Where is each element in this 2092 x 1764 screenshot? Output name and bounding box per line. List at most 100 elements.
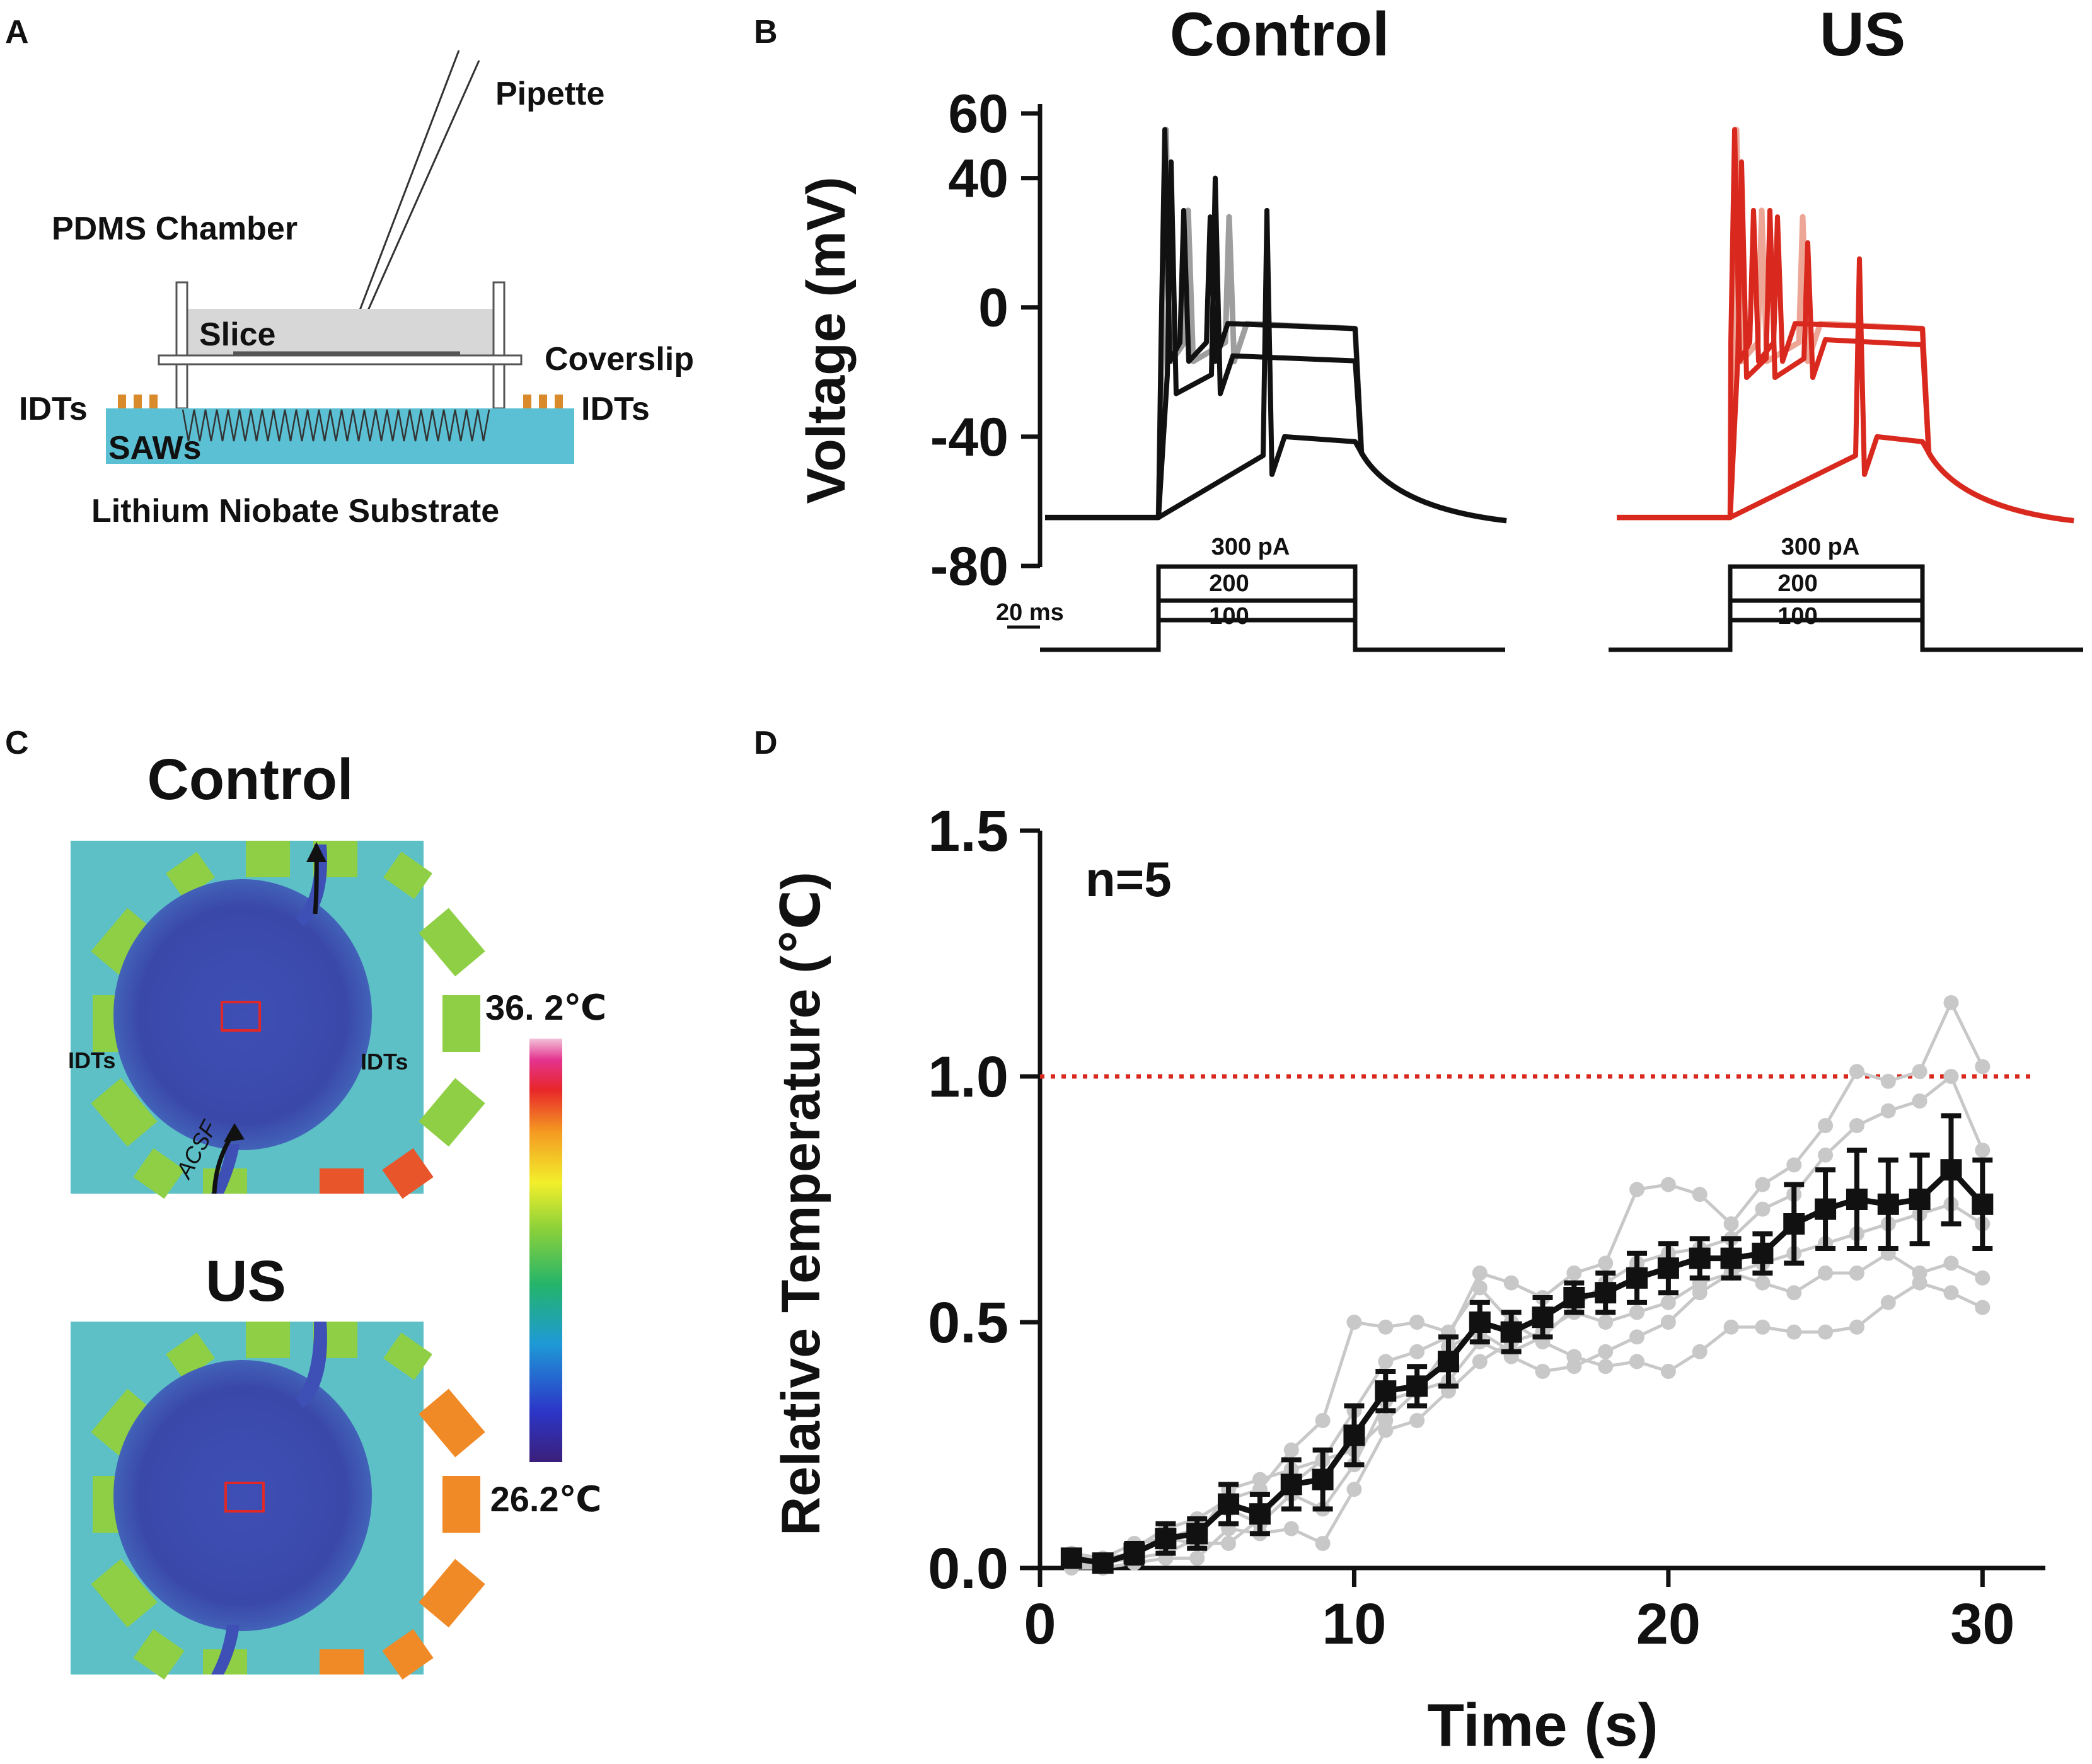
individual-point [1755, 1201, 1771, 1217]
mean-point [1940, 1159, 1962, 1181]
us-step-label-100: 100 [1777, 603, 1817, 630]
individual-point [1786, 1324, 1802, 1340]
individual-point [1849, 1064, 1864, 1080]
individual-point [1598, 1315, 1614, 1330]
step-label-300: 300 pA [1211, 534, 1290, 560]
individual-point [1723, 1216, 1739, 1231]
temperature-colorbar [529, 1039, 562, 1462]
idt-pad [383, 851, 432, 899]
y-tick-label: 0.0 [928, 1536, 1008, 1601]
individual-point [1786, 1157, 1802, 1173]
individual-point [1221, 1536, 1237, 1551]
individual-point [1943, 1285, 1959, 1301]
coverslip-label: Coverslip [545, 341, 694, 378]
us-step-label-300: 300 pA [1781, 534, 1860, 560]
slice-label: Slice [199, 316, 275, 353]
voltage-tick-label: -40 [930, 407, 1008, 468]
thermal-idts-left: IDTs [68, 1047, 115, 1073]
roi-box [221, 1001, 261, 1032]
individual-point [1503, 1275, 1519, 1291]
thermal-idts-right: IDTs [361, 1049, 408, 1075]
individual-point [1880, 1294, 1896, 1310]
trace-control-100 [1045, 207, 1507, 524]
mean-point [1752, 1242, 1774, 1264]
individual-point [1975, 1059, 1991, 1075]
y-tick-label: 1.5 [928, 799, 1008, 863]
idt-left-3 [149, 395, 158, 408]
individual-point [1692, 1285, 1708, 1301]
voltage-tick-label: 0 [978, 278, 1008, 338]
idt-pad [246, 841, 290, 877]
individual-point [1378, 1319, 1394, 1335]
colorbar-max-label: 36. 2℃ [485, 988, 606, 1027]
individual-point [1755, 1275, 1771, 1291]
individual-point [1283, 1521, 1299, 1536]
idt-pad [133, 1629, 185, 1680]
step-300pa-us [1609, 564, 2083, 652]
mean-point [1123, 1542, 1145, 1564]
mean-point [1249, 1503, 1271, 1525]
thermal-control-title: Control [147, 747, 353, 812]
saws-label: SAWs [108, 430, 201, 466]
mean-point [1218, 1493, 1240, 1515]
mean-point [1877, 1193, 1899, 1215]
y-tick-label: 0.5 [928, 1291, 1008, 1355]
individual-point [1409, 1315, 1425, 1330]
individual-point [1975, 1270, 1991, 1286]
panel-letter-b: B [754, 14, 778, 50]
step-300pa-control [1040, 564, 1505, 652]
idt-pad [91, 1388, 158, 1458]
panel-d: D 0.0 0.5 1.0 1.5 0 10 20 30 Time (s) Relative … [754, 725, 2045, 1759]
mean-point [1595, 1282, 1617, 1304]
mean-point [1972, 1193, 1994, 1215]
individual-point [1755, 1177, 1771, 1192]
individual-point [1943, 1255, 1959, 1271]
panel-letter-c: C [5, 725, 29, 761]
coverslip [158, 354, 523, 366]
individual-point [1629, 1354, 1645, 1369]
mean-point [1186, 1523, 1208, 1545]
individual-point [1409, 1413, 1425, 1428]
individual-point [1943, 1069, 1959, 1084]
idt-right-1 [523, 395, 531, 408]
individual-series-line [1071, 1074, 1984, 1565]
temperature-chart: 0.0 0.5 1.0 1.5 0 10 20 30 Time (s) Relative Te… [771, 799, 2045, 1759]
chamber-wall-right [492, 281, 506, 410]
idt-pad [91, 908, 158, 977]
idt-pad [133, 1148, 185, 1199]
us-title: US [1820, 0, 1905, 69]
individual-point [1378, 1354, 1394, 1369]
mean-point [1846, 1189, 1868, 1210]
x-axis-label: Time (s) [1427, 1692, 1658, 1759]
voltage-axis-label: Voltage (mV) [796, 176, 857, 504]
colorbar-min-label: 26.2℃ [490, 1479, 602, 1519]
individual-point [1629, 1329, 1645, 1345]
individual-point [1818, 1324, 1834, 1340]
individual-point [1472, 1265, 1488, 1281]
idt-pad [419, 1078, 485, 1147]
chamber-blob-us [113, 1360, 372, 1631]
idt-pad [419, 1559, 485, 1628]
mean-point [1657, 1257, 1679, 1279]
individual-point [1252, 1472, 1268, 1487]
individual-point [1566, 1265, 1582, 1281]
voltage-tick-label: 60 [948, 84, 1008, 144]
idts-left-label: IDTs [19, 391, 88, 427]
individual-point [1472, 1354, 1488, 1369]
individual-point [1598, 1359, 1614, 1375]
idt-left-1 [118, 395, 126, 408]
idts-right-label: IDTs [581, 391, 650, 427]
thermal-image-us [71, 1322, 485, 1680]
individual-point [1189, 1550, 1205, 1566]
mean-point [1815, 1198, 1837, 1220]
mean-series-line [1071, 1165, 1985, 1566]
mean-point [1500, 1321, 1522, 1343]
individual-point [1723, 1319, 1739, 1335]
mean-point [1343, 1424, 1365, 1446]
individual-point [1786, 1285, 1802, 1301]
mean-point [1280, 1473, 1302, 1496]
roi-box-us [224, 1482, 265, 1513]
individual-point [1943, 995, 1959, 1010]
mean-point [1689, 1247, 1711, 1269]
